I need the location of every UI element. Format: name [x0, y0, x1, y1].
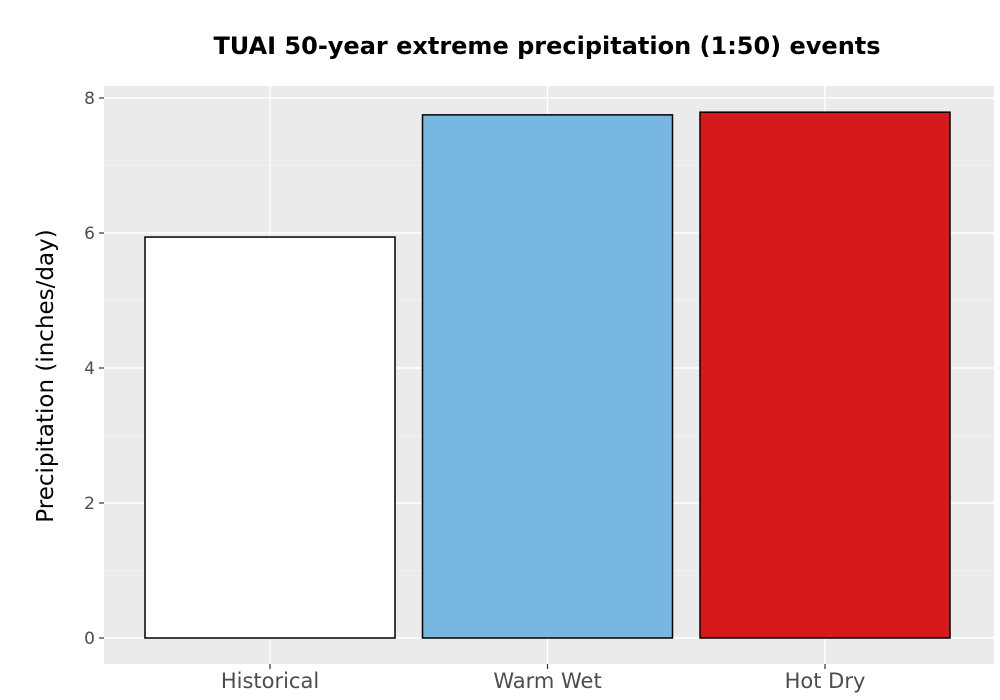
y-tick-label: 4 [84, 359, 95, 379]
x-tick-label: Historical [221, 669, 319, 693]
y-tick-label: 8 [84, 89, 95, 109]
y-tick-label: 6 [84, 224, 95, 244]
y-tick-label: 2 [84, 494, 95, 514]
bar-historical [144, 236, 396, 639]
y-axis-title: Precipitation (inches/day) [33, 229, 59, 522]
y-tick-label: 0 [84, 629, 95, 649]
bar-warm-wet [421, 114, 674, 639]
y-axis: 0 2 4 6 8 [84, 89, 104, 649]
x-tick-label: Hot Dry [785, 669, 866, 693]
x-tick-label: Warm Wet [493, 669, 601, 693]
x-axis: Historical Warm Wet Hot Dry [221, 664, 866, 693]
bar-hot-dry [699, 111, 951, 639]
chart-title: TUAI 50-year extreme precipitation (1:50… [213, 32, 880, 60]
bars [144, 111, 951, 639]
